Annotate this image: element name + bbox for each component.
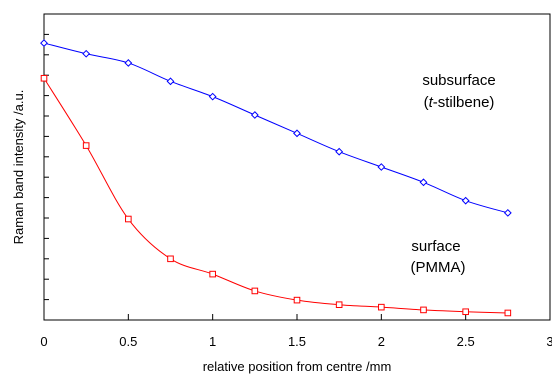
subsurface-data-point — [82, 49, 91, 58]
annotation-subsurface-compound: (t-stilbene) — [424, 94, 495, 111]
y-axis-ticks — [44, 33, 49, 301]
surface-data-point — [209, 270, 216, 278]
plot-frame — [43, 13, 551, 321]
surface-data-point — [40, 74, 48, 82]
subsurface-data-point — [461, 196, 470, 205]
subsurface-series-line — [43, 42, 508, 214]
subsurface-data-point — [419, 178, 428, 187]
subsurface-data-point — [124, 59, 133, 67]
subsurface-data-point — [208, 92, 217, 101]
annotation-stilbene: -stilbene) — [433, 94, 495, 111]
surface-data-point — [504, 309, 512, 317]
x-tick-label: 2 — [378, 334, 385, 349]
x-tick-label: 1.5 — [288, 334, 306, 349]
x-axis-title: relative position from centre /mm — [203, 359, 392, 374]
surface-data-point — [167, 255, 174, 263]
subsurface-data-point — [377, 163, 386, 171]
surface-data-point — [462, 308, 469, 316]
annotation-paren-open: ( — [424, 94, 429, 111]
x-axis-ticks: 0 0.5 1 1.5 2 2.5 3 — [40, 314, 552, 349]
subsurface-data-point — [250, 111, 259, 119]
subsurface-data-point — [40, 39, 48, 47]
annotation-surface-compound: (PMMA) — [411, 259, 466, 276]
x-tick-label: 0 — [40, 334, 47, 349]
surface-series-line — [43, 77, 508, 314]
surface-data-point — [335, 301, 343, 308]
surface-data-point — [125, 215, 132, 223]
series-layer — [40, 39, 512, 317]
y-axis-title: Raman band intensity /a.u. — [11, 90, 26, 245]
annotation-t-italic: t — [429, 94, 434, 111]
surface-data-point — [82, 142, 90, 149]
subsurface-data-point — [293, 129, 301, 138]
subsurface-data-point — [335, 147, 344, 156]
x-tick-label: 0.5 — [119, 334, 137, 349]
x-tick-label: 2.5 — [457, 334, 475, 349]
surface-data-point — [293, 296, 301, 304]
x-tick-label: 3 — [546, 334, 552, 349]
subsurface-data-point — [166, 77, 175, 86]
x-tick-label: 1 — [209, 334, 216, 349]
surface-data-point — [378, 303, 385, 311]
annotation-surface: surface — [411, 238, 460, 255]
annotation-subsurface: subsurface — [422, 72, 495, 89]
subsurface-data-point — [503, 208, 512, 217]
surface-data-point — [420, 306, 427, 314]
surface-data-point — [251, 287, 259, 295]
